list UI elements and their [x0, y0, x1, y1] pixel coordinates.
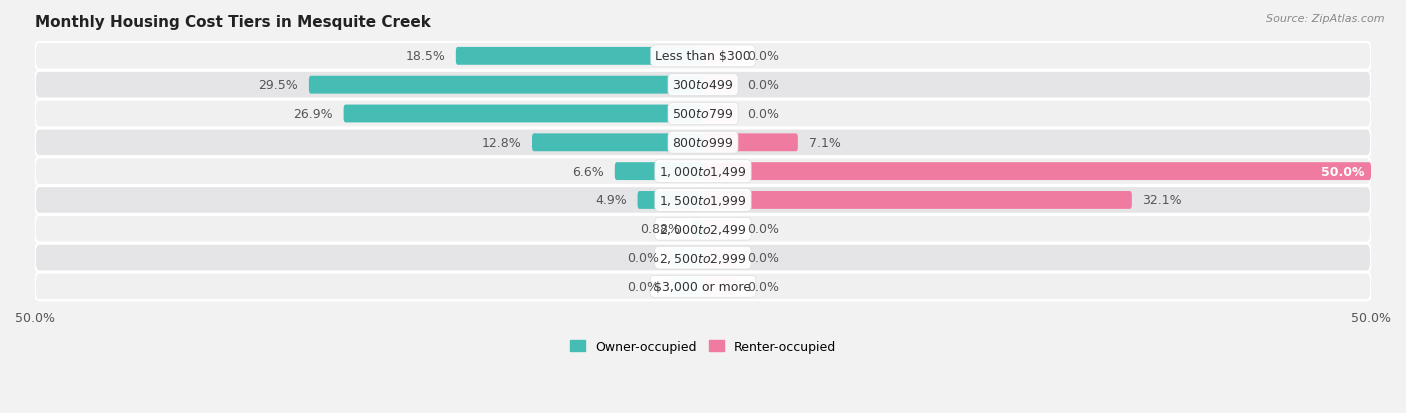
- FancyBboxPatch shape: [35, 273, 1371, 301]
- Text: 0.0%: 0.0%: [747, 252, 779, 264]
- Text: 0.0%: 0.0%: [627, 252, 659, 264]
- FancyBboxPatch shape: [669, 278, 703, 296]
- Text: $3,000 or more: $3,000 or more: [655, 280, 751, 293]
- Text: $1,500 to $1,999: $1,500 to $1,999: [659, 193, 747, 207]
- FancyBboxPatch shape: [35, 158, 1371, 185]
- Text: 12.8%: 12.8%: [481, 136, 522, 150]
- FancyBboxPatch shape: [309, 76, 703, 94]
- Text: 0.88%: 0.88%: [641, 223, 681, 236]
- FancyBboxPatch shape: [531, 134, 703, 152]
- FancyBboxPatch shape: [637, 192, 703, 209]
- Text: 32.1%: 32.1%: [1143, 194, 1182, 207]
- Text: 0.0%: 0.0%: [627, 280, 659, 293]
- FancyBboxPatch shape: [703, 134, 797, 152]
- Text: 4.9%: 4.9%: [595, 194, 627, 207]
- Text: 0.0%: 0.0%: [747, 108, 779, 121]
- FancyBboxPatch shape: [35, 72, 1371, 99]
- Text: Monthly Housing Cost Tiers in Mesquite Creek: Monthly Housing Cost Tiers in Mesquite C…: [35, 15, 430, 30]
- FancyBboxPatch shape: [703, 220, 737, 238]
- FancyBboxPatch shape: [669, 249, 703, 267]
- FancyBboxPatch shape: [703, 278, 737, 296]
- Text: 0.0%: 0.0%: [747, 223, 779, 236]
- Text: $300 to $499: $300 to $499: [672, 79, 734, 92]
- Legend: Owner-occupied, Renter-occupied: Owner-occupied, Renter-occupied: [565, 335, 841, 358]
- Text: $500 to $799: $500 to $799: [672, 108, 734, 121]
- Text: 50.0%: 50.0%: [1320, 165, 1364, 178]
- Text: 0.0%: 0.0%: [747, 79, 779, 92]
- Text: 0.0%: 0.0%: [747, 280, 779, 293]
- FancyBboxPatch shape: [35, 216, 1371, 243]
- FancyBboxPatch shape: [614, 163, 703, 180]
- FancyBboxPatch shape: [343, 105, 703, 123]
- FancyBboxPatch shape: [703, 105, 737, 123]
- FancyBboxPatch shape: [703, 249, 737, 267]
- Text: 29.5%: 29.5%: [259, 79, 298, 92]
- FancyBboxPatch shape: [703, 76, 737, 94]
- Text: $1,000 to $1,499: $1,000 to $1,499: [659, 165, 747, 179]
- FancyBboxPatch shape: [35, 43, 1371, 71]
- FancyBboxPatch shape: [35, 187, 1371, 214]
- FancyBboxPatch shape: [703, 163, 1371, 180]
- FancyBboxPatch shape: [703, 192, 1132, 209]
- FancyBboxPatch shape: [35, 129, 1371, 157]
- FancyBboxPatch shape: [703, 48, 737, 66]
- Text: 26.9%: 26.9%: [294, 108, 333, 121]
- Text: $2,500 to $2,999: $2,500 to $2,999: [659, 251, 747, 265]
- Text: Less than $300: Less than $300: [655, 50, 751, 63]
- Text: $2,000 to $2,499: $2,000 to $2,499: [659, 222, 747, 236]
- Text: 6.6%: 6.6%: [572, 165, 605, 178]
- FancyBboxPatch shape: [35, 100, 1371, 128]
- Text: Source: ZipAtlas.com: Source: ZipAtlas.com: [1267, 14, 1385, 24]
- Text: 0.0%: 0.0%: [747, 50, 779, 63]
- FancyBboxPatch shape: [692, 220, 703, 238]
- Text: 18.5%: 18.5%: [405, 50, 446, 63]
- Text: 7.1%: 7.1%: [808, 136, 841, 150]
- Text: $800 to $999: $800 to $999: [672, 136, 734, 150]
- FancyBboxPatch shape: [35, 244, 1371, 272]
- FancyBboxPatch shape: [456, 48, 703, 66]
